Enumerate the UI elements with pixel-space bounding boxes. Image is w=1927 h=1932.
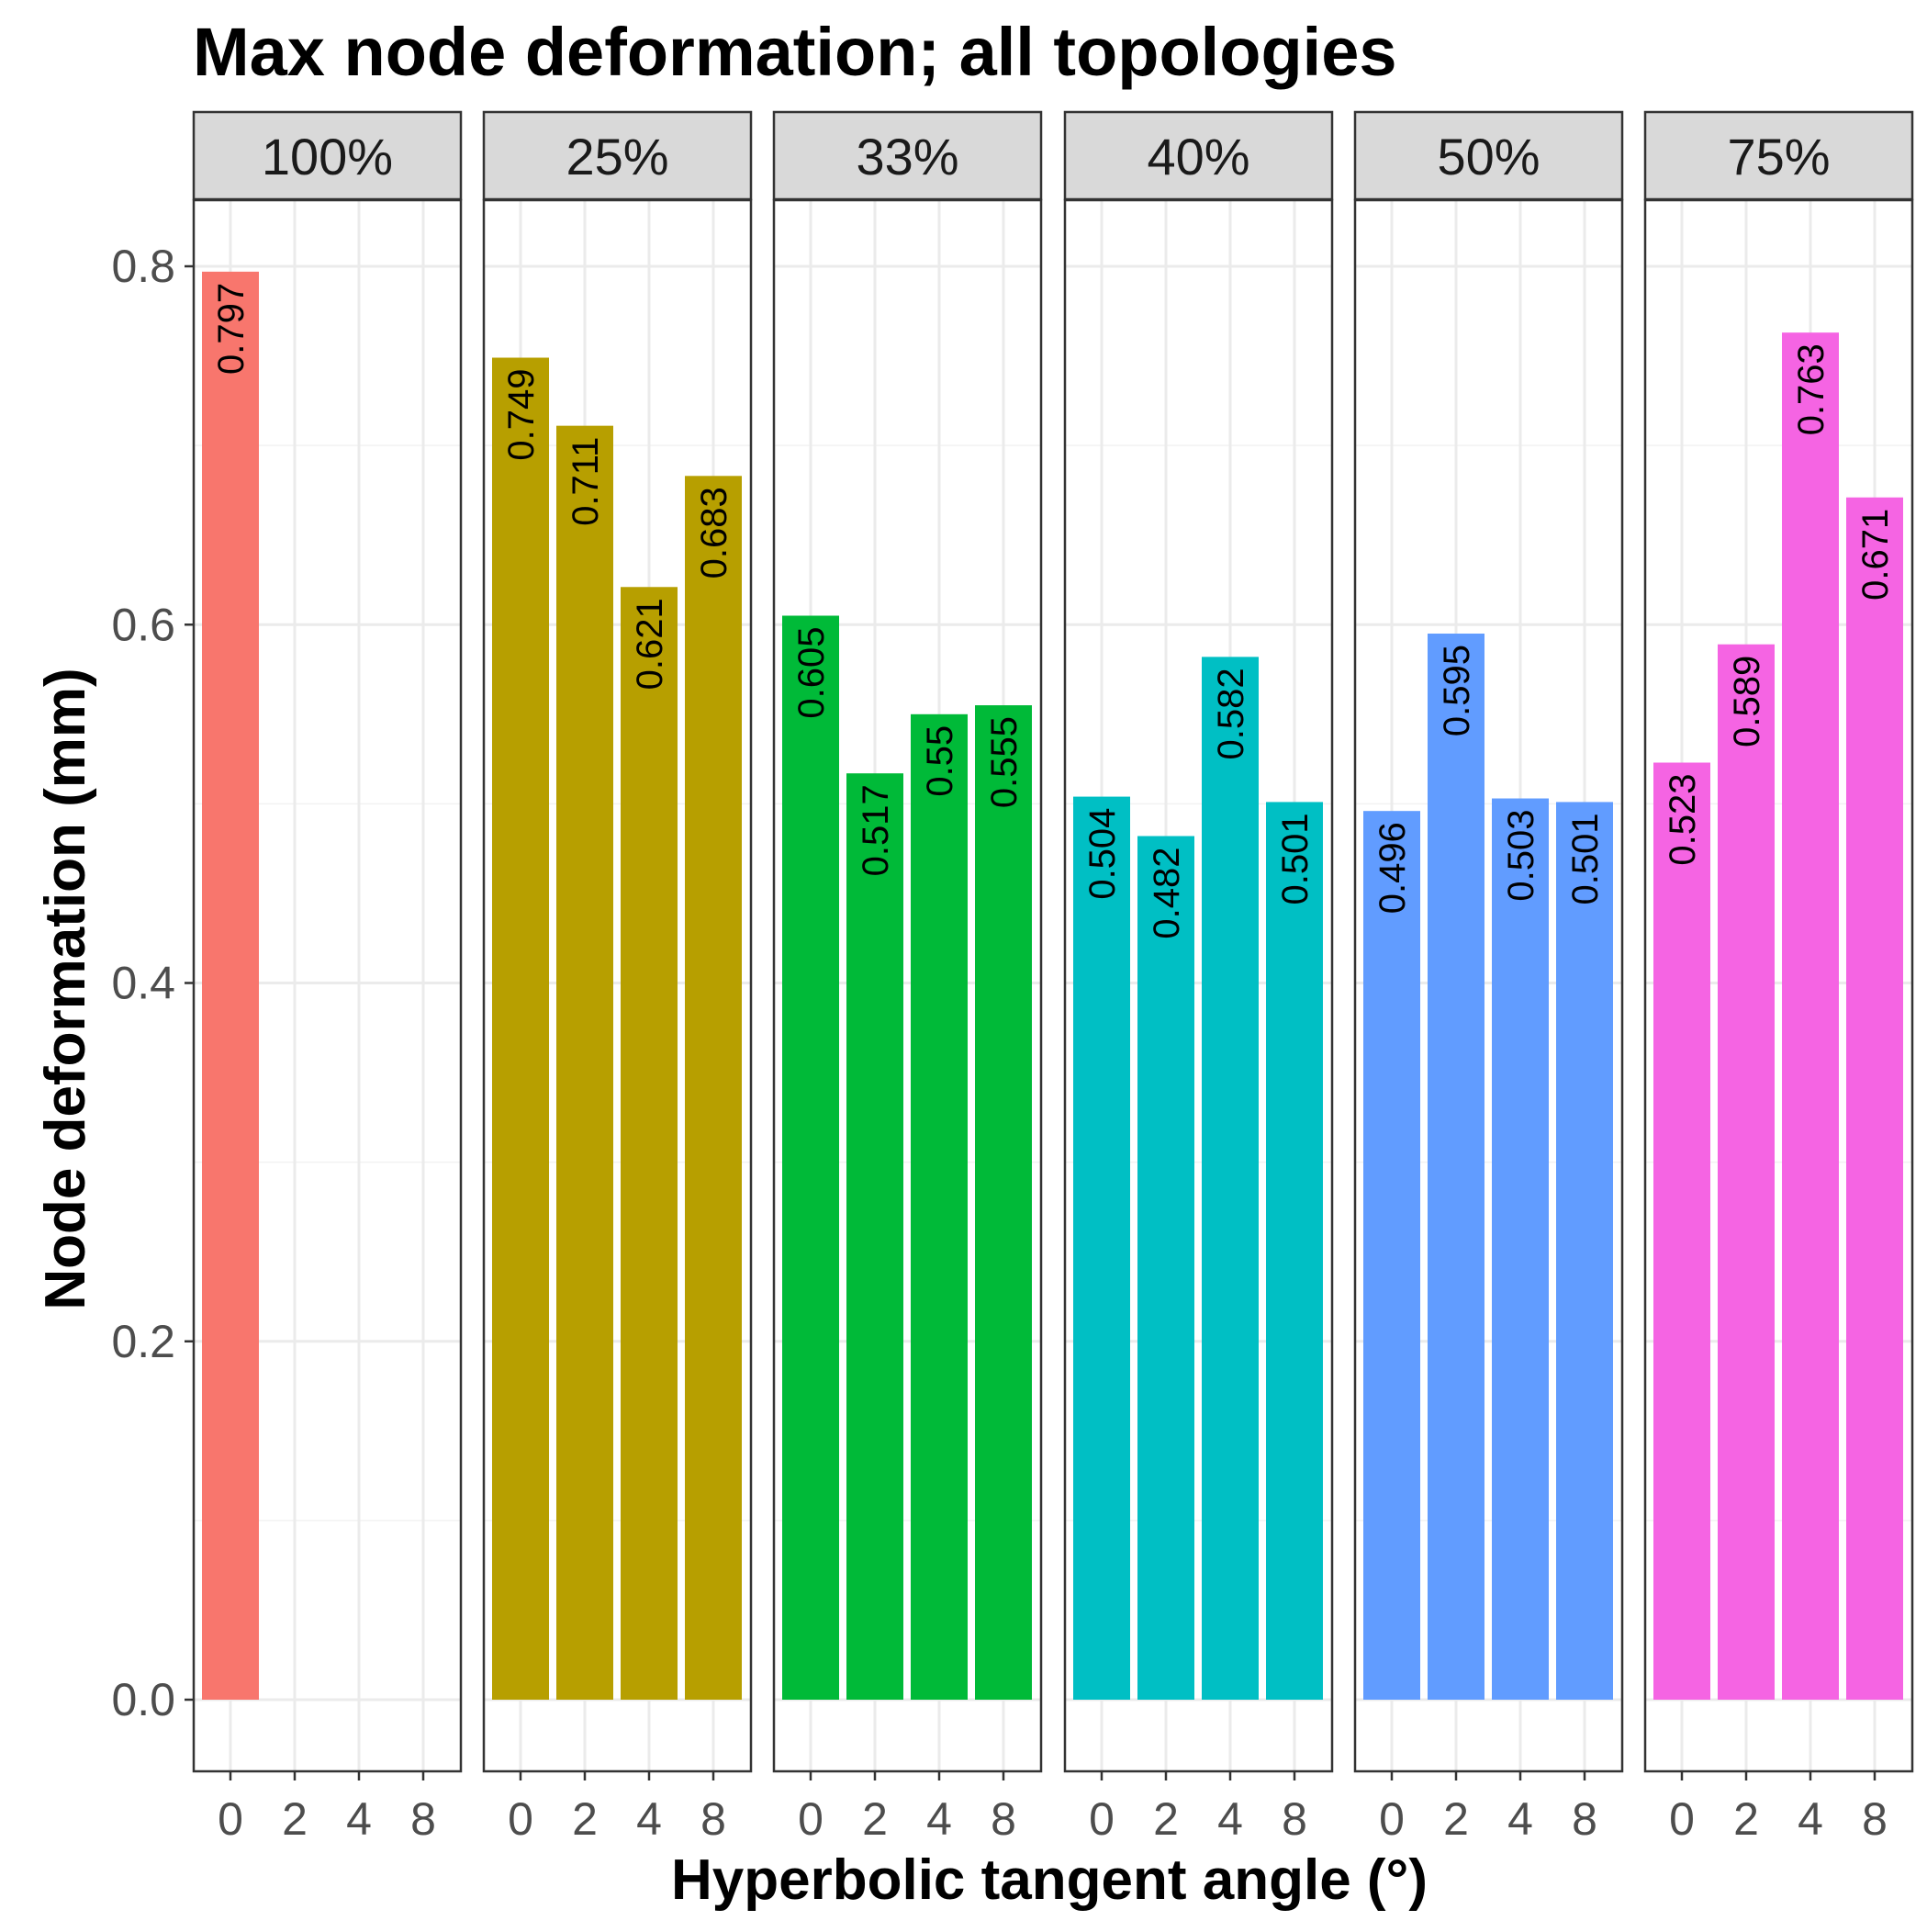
bar <box>782 615 839 1700</box>
facet-panel-25pct: 25% 0.749 0.711 0.621 0.683 0 2 4 8 <box>482 110 753 1845</box>
bar-value-label: 0.503 <box>1501 810 1541 902</box>
facet-panel-50pct: 50% 0.496 0.595 0.503 0.501 0 2 4 8 <box>1353 110 1624 1845</box>
x-tick-label: 8 <box>1862 1793 1888 1845</box>
panel-border <box>1353 198 1624 1773</box>
x-tick-label: 8 <box>991 1793 1016 1845</box>
bar <box>492 357 549 1700</box>
bar <box>1846 497 1903 1701</box>
x-tick-label: 0 <box>218 1793 243 1845</box>
bar <box>1556 802 1613 1700</box>
facet-strip <box>772 110 1043 201</box>
x-tick-label: 8 <box>1282 1793 1307 1845</box>
panel-border <box>192 198 463 1773</box>
bar-value-label: 0.589 <box>1727 656 1767 747</box>
chart-title: Max node deformation; all topologies <box>193 14 1397 90</box>
facet-strip-label: 100% <box>262 128 393 185</box>
panel-border <box>482 198 753 1773</box>
x-tick-label: 0 <box>1669 1793 1695 1845</box>
bar-value-label: 0.555 <box>984 716 1025 808</box>
bar <box>1137 836 1194 1700</box>
bar-value-label: 0.683 <box>694 487 734 578</box>
x-tick-label: 8 <box>410 1793 436 1845</box>
bar-value-label: 0.671 <box>1855 509 1896 601</box>
bar-value-label: 0.504 <box>1082 808 1123 900</box>
x-tick-label: 4 <box>926 1793 952 1845</box>
bar-value-label: 0.501 <box>1275 813 1316 904</box>
bar-value-label: 0.711 <box>566 437 606 526</box>
y-tick-label: 0.0 <box>111 1674 175 1725</box>
facet-strip-label: 50% <box>1437 128 1540 185</box>
bar-value-label: 0.582 <box>1211 668 1251 759</box>
bar <box>1492 798 1549 1700</box>
panel-border <box>1063 198 1334 1773</box>
bar-value-label: 0.517 <box>856 784 896 876</box>
bar-value-label: 0.797 <box>211 283 252 375</box>
x-tick-label: 0 <box>1379 1793 1405 1845</box>
facet-panel-75pct: 75% 0.523 0.589 0.763 0.671 0 2 4 8 <box>1643 110 1914 1845</box>
bar <box>911 713 968 1700</box>
bar-value-label: 0.501 <box>1565 813 1606 904</box>
x-tick-label: 2 <box>282 1793 308 1845</box>
bar <box>621 587 678 1701</box>
bar <box>975 705 1032 1700</box>
bar <box>1202 657 1259 1700</box>
bar <box>1266 802 1323 1700</box>
x-tick-label: 2 <box>862 1793 888 1845</box>
bar-value-label: 0.763 <box>1791 343 1832 435</box>
bar <box>1782 332 1839 1700</box>
x-tick-label: 4 <box>346 1793 372 1845</box>
x-tick-label: 4 <box>1798 1793 1823 1845</box>
x-tick-label: 2 <box>1443 1793 1469 1845</box>
bar-value-label: 0.595 <box>1437 645 1477 736</box>
bar-value-label: 0.749 <box>501 369 542 461</box>
y-axis-title: Node deformation (mm) <box>34 668 97 1309</box>
bar-value-label: 0.482 <box>1147 847 1187 938</box>
bar <box>846 773 903 1700</box>
x-tick-label: 0 <box>1089 1793 1115 1845</box>
bar-value-label: 0.621 <box>630 598 670 690</box>
bar-value-label: 0.605 <box>791 626 832 718</box>
panel-border <box>772 198 1043 1773</box>
x-tick-label: 8 <box>700 1793 726 1845</box>
x-tick-label: 4 <box>636 1793 662 1845</box>
facet-strip-label: 40% <box>1147 128 1249 185</box>
bar <box>685 476 742 1700</box>
bar-value-label: 0.496 <box>1372 822 1413 914</box>
y-tick-label: 0.4 <box>111 958 175 1009</box>
bar <box>1363 811 1420 1700</box>
bar <box>1428 634 1484 1700</box>
x-tick-label: 0 <box>508 1793 533 1845</box>
x-tick-label: 8 <box>1572 1793 1597 1845</box>
facet-panel-100pct: 100% 0.797 0 2 4 8 <box>192 110 463 1845</box>
facet-strip-label: 33% <box>856 128 958 185</box>
x-tick-label: 2 <box>1153 1793 1179 1845</box>
y-tick-label: 0.8 <box>111 241 175 292</box>
facet-strip <box>192 110 463 201</box>
x-tick-label: 4 <box>1217 1793 1243 1845</box>
bar-value-label: 0.523 <box>1663 773 1703 865</box>
bar <box>1653 762 1710 1700</box>
bar <box>202 271 259 1700</box>
y-tick-label: 0.6 <box>111 599 175 650</box>
facet-strip <box>482 110 753 201</box>
x-axis-title: Hyperbolic tangent angle (°) <box>671 1848 1428 1912</box>
bar <box>1073 796 1130 1700</box>
x-tick-label: 2 <box>1733 1793 1759 1845</box>
panel-border <box>1643 198 1914 1773</box>
facet-panel-33pct: 33% 0.605 0.517 0.55 0.555 0 2 4 8 <box>772 110 1043 1845</box>
bar <box>1718 644 1775 1700</box>
facet-strip-label: 75% <box>1727 128 1830 185</box>
y-tick-label: 0.2 <box>111 1316 175 1367</box>
facet-panel-40pct: 40% 0.504 0.482 0.582 0.501 0 2 4 8 <box>1063 110 1334 1845</box>
bar <box>556 425 613 1700</box>
x-tick-label: 4 <box>1507 1793 1533 1845</box>
facet-strip-label: 25% <box>566 128 668 185</box>
x-tick-label: 0 <box>798 1793 823 1845</box>
bar-value-label: 0.55 <box>920 725 960 797</box>
x-tick-label: 2 <box>572 1793 598 1845</box>
facet-strip <box>1063 110 1334 201</box>
